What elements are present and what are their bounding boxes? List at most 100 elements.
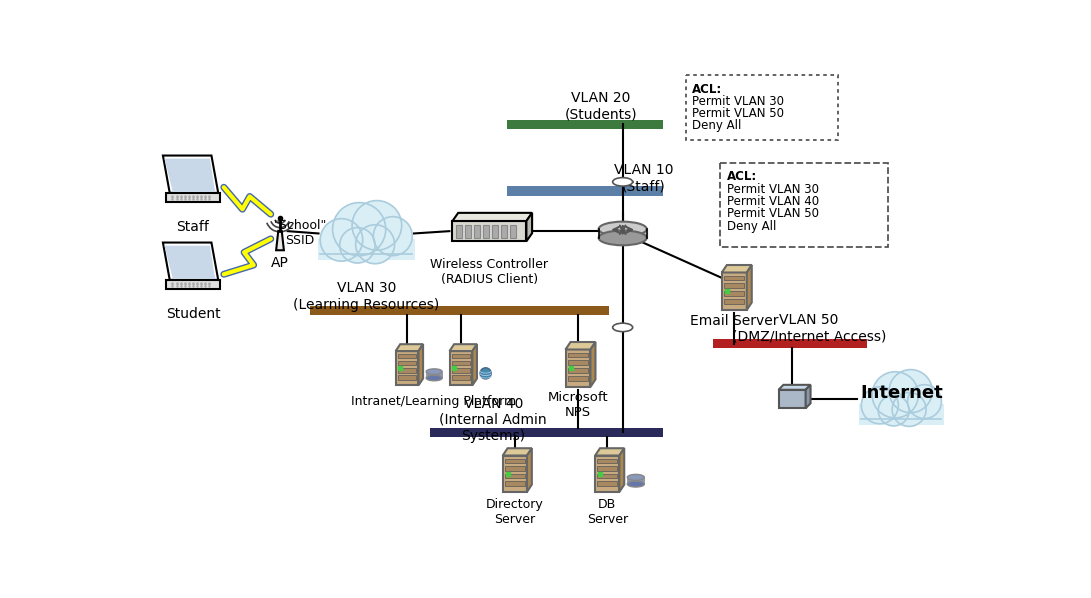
Text: Student: Student	[166, 307, 220, 321]
Text: Directory
Server: Directory Server	[485, 498, 543, 526]
Polygon shape	[166, 280, 219, 289]
FancyBboxPatch shape	[567, 376, 588, 381]
Polygon shape	[590, 342, 596, 387]
Ellipse shape	[427, 369, 442, 374]
Text: VLAN 20
(Students): VLAN 20 (Students)	[565, 91, 637, 121]
Polygon shape	[779, 385, 811, 390]
Polygon shape	[396, 344, 423, 351]
Text: Permit VLAN 50: Permit VLAN 50	[692, 107, 784, 120]
Text: ACL:: ACL:	[727, 170, 757, 184]
Polygon shape	[620, 448, 624, 492]
FancyBboxPatch shape	[567, 368, 588, 373]
Polygon shape	[163, 243, 218, 280]
Text: VLAN 50
(DMZ/Internet Access): VLAN 50 (DMZ/Internet Access)	[732, 313, 886, 343]
Text: Deny All: Deny All	[727, 219, 776, 233]
Circle shape	[333, 203, 386, 256]
Text: Internet: Internet	[860, 384, 943, 402]
Circle shape	[356, 225, 395, 264]
FancyBboxPatch shape	[465, 225, 471, 237]
Text: VLAN 10
(Staff): VLAN 10 (Staff)	[614, 163, 673, 193]
FancyBboxPatch shape	[567, 361, 588, 365]
FancyBboxPatch shape	[452, 376, 470, 380]
FancyBboxPatch shape	[310, 306, 609, 315]
Polygon shape	[527, 448, 531, 492]
Polygon shape	[276, 231, 284, 250]
Polygon shape	[527, 213, 532, 242]
FancyBboxPatch shape	[598, 466, 618, 471]
FancyBboxPatch shape	[475, 225, 480, 237]
Polygon shape	[503, 448, 531, 456]
FancyBboxPatch shape	[430, 428, 662, 437]
Text: VLAN 30
(Learning Resources): VLAN 30 (Learning Resources)	[293, 282, 440, 312]
FancyBboxPatch shape	[453, 221, 527, 242]
Ellipse shape	[613, 323, 633, 332]
FancyBboxPatch shape	[627, 477, 645, 484]
FancyBboxPatch shape	[722, 273, 746, 310]
Text: Wireless Controller
(RADIUS Client): Wireless Controller (RADIUS Client)	[431, 258, 549, 286]
FancyBboxPatch shape	[598, 481, 618, 486]
FancyBboxPatch shape	[492, 225, 499, 237]
FancyBboxPatch shape	[452, 354, 470, 358]
Text: Permit VLAN 30: Permit VLAN 30	[692, 95, 784, 108]
FancyBboxPatch shape	[396, 351, 419, 385]
Circle shape	[373, 216, 412, 255]
Text: Staff: Staff	[177, 219, 209, 234]
Circle shape	[872, 372, 919, 418]
FancyBboxPatch shape	[598, 459, 618, 463]
Polygon shape	[166, 193, 219, 202]
FancyBboxPatch shape	[427, 371, 442, 378]
Ellipse shape	[427, 375, 442, 381]
Circle shape	[878, 395, 909, 426]
FancyBboxPatch shape	[452, 368, 470, 373]
FancyBboxPatch shape	[505, 474, 525, 478]
Text: Permit VLAN 30: Permit VLAN 30	[727, 182, 818, 196]
FancyBboxPatch shape	[595, 456, 620, 492]
FancyBboxPatch shape	[511, 225, 516, 237]
FancyBboxPatch shape	[456, 225, 463, 237]
Text: ACL:: ACL:	[692, 83, 722, 96]
Polygon shape	[165, 246, 215, 279]
Polygon shape	[746, 265, 752, 310]
Polygon shape	[453, 213, 532, 221]
Polygon shape	[595, 448, 624, 456]
FancyBboxPatch shape	[598, 474, 618, 478]
Ellipse shape	[613, 178, 633, 186]
Polygon shape	[722, 265, 752, 273]
FancyBboxPatch shape	[686, 75, 838, 141]
FancyBboxPatch shape	[317, 239, 415, 260]
FancyBboxPatch shape	[505, 466, 525, 471]
FancyBboxPatch shape	[724, 299, 744, 304]
FancyBboxPatch shape	[398, 354, 416, 358]
Polygon shape	[165, 158, 215, 192]
FancyBboxPatch shape	[567, 353, 588, 358]
FancyBboxPatch shape	[724, 291, 744, 296]
FancyBboxPatch shape	[565, 349, 590, 387]
Polygon shape	[449, 344, 477, 351]
FancyBboxPatch shape	[724, 283, 744, 288]
Circle shape	[889, 370, 932, 413]
Polygon shape	[419, 344, 423, 385]
Text: Permit VLAN 40: Permit VLAN 40	[727, 195, 818, 208]
FancyBboxPatch shape	[859, 404, 944, 425]
Circle shape	[908, 385, 942, 419]
Polygon shape	[565, 342, 596, 349]
FancyBboxPatch shape	[505, 481, 525, 486]
Text: AP: AP	[271, 256, 289, 270]
Text: "School"
SSID: "School" SSID	[274, 219, 326, 247]
FancyBboxPatch shape	[452, 361, 470, 365]
FancyBboxPatch shape	[483, 225, 490, 237]
Text: Intranet/Learning Platform: Intranet/Learning Platform	[351, 395, 516, 408]
Circle shape	[320, 219, 362, 261]
Circle shape	[480, 368, 491, 379]
Text: Email Server: Email Server	[691, 315, 779, 328]
FancyBboxPatch shape	[398, 368, 416, 373]
FancyBboxPatch shape	[712, 339, 866, 348]
Text: DB
Server: DB Server	[587, 498, 627, 526]
Polygon shape	[805, 385, 811, 408]
Ellipse shape	[599, 222, 647, 236]
Circle shape	[862, 387, 898, 424]
Circle shape	[892, 392, 926, 426]
FancyBboxPatch shape	[507, 187, 662, 196]
Ellipse shape	[627, 474, 645, 480]
FancyBboxPatch shape	[449, 351, 472, 385]
